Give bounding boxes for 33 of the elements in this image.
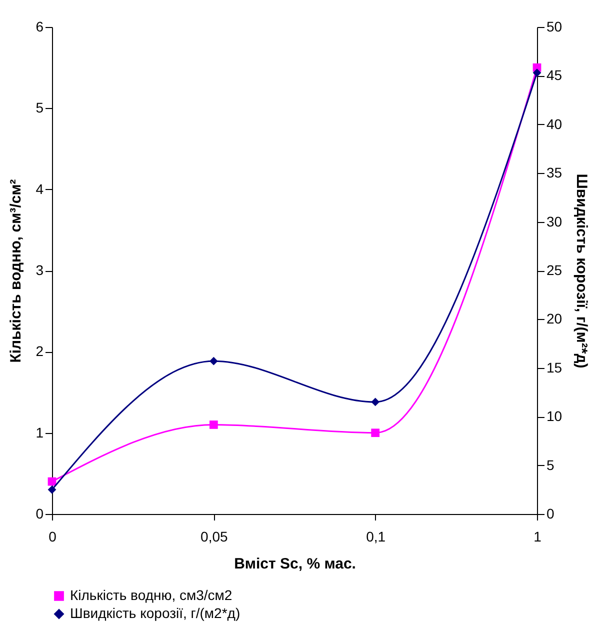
y2-tick-label: 50 bbox=[546, 18, 562, 34]
y-tick-label: 2 bbox=[36, 343, 44, 360]
y2-tick-label: 15 bbox=[546, 359, 562, 376]
y2-tick-label: 10 bbox=[546, 408, 562, 424]
x-tick-label: 0,05 bbox=[200, 528, 228, 544]
point bbox=[371, 398, 380, 406]
legend-label: Швидкість корозії, г/(м2*д) bbox=[70, 605, 240, 621]
y2-tick-label: 5 bbox=[546, 456, 554, 473]
point bbox=[209, 420, 218, 429]
point bbox=[371, 428, 380, 438]
y2-tick-label: 0 bbox=[546, 506, 554, 522]
y2-tick-label: 35 bbox=[546, 164, 562, 181]
y-axis-title: Кількість водню, см³/см² bbox=[8, 179, 25, 363]
x-tick-label: 0,1 bbox=[366, 528, 386, 544]
y-tick-label: 1 bbox=[36, 424, 44, 440]
y-tick-label: 4 bbox=[36, 180, 44, 197]
y-tick-label: 6 bbox=[36, 18, 44, 34]
x-tick-label: 1 bbox=[534, 528, 542, 544]
y2-axis-title: Швидкість корозії, г/(м²*д) bbox=[573, 174, 590, 368]
point bbox=[209, 356, 218, 366]
y-tick-label: 3 bbox=[36, 262, 44, 278]
y2-tick-label: 30 bbox=[546, 213, 562, 230]
y2-tick-label: 40 bbox=[546, 116, 562, 132]
point bbox=[48, 485, 56, 494]
y-tick-label: 0 bbox=[36, 506, 44, 522]
legend-label: Кількість водню, см3/см2 bbox=[70, 587, 232, 603]
y-tick-label: 5 bbox=[36, 100, 44, 116]
y2-tick-label: 25 bbox=[546, 262, 562, 278]
point bbox=[532, 68, 542, 77]
x-axis-title: Вміст Sc, % мас. bbox=[234, 556, 356, 572]
y2-tick-label: 45 bbox=[546, 67, 562, 84]
x-tick-label: 0 bbox=[48, 528, 57, 544]
y2-tick-label: 20 bbox=[546, 310, 562, 327]
